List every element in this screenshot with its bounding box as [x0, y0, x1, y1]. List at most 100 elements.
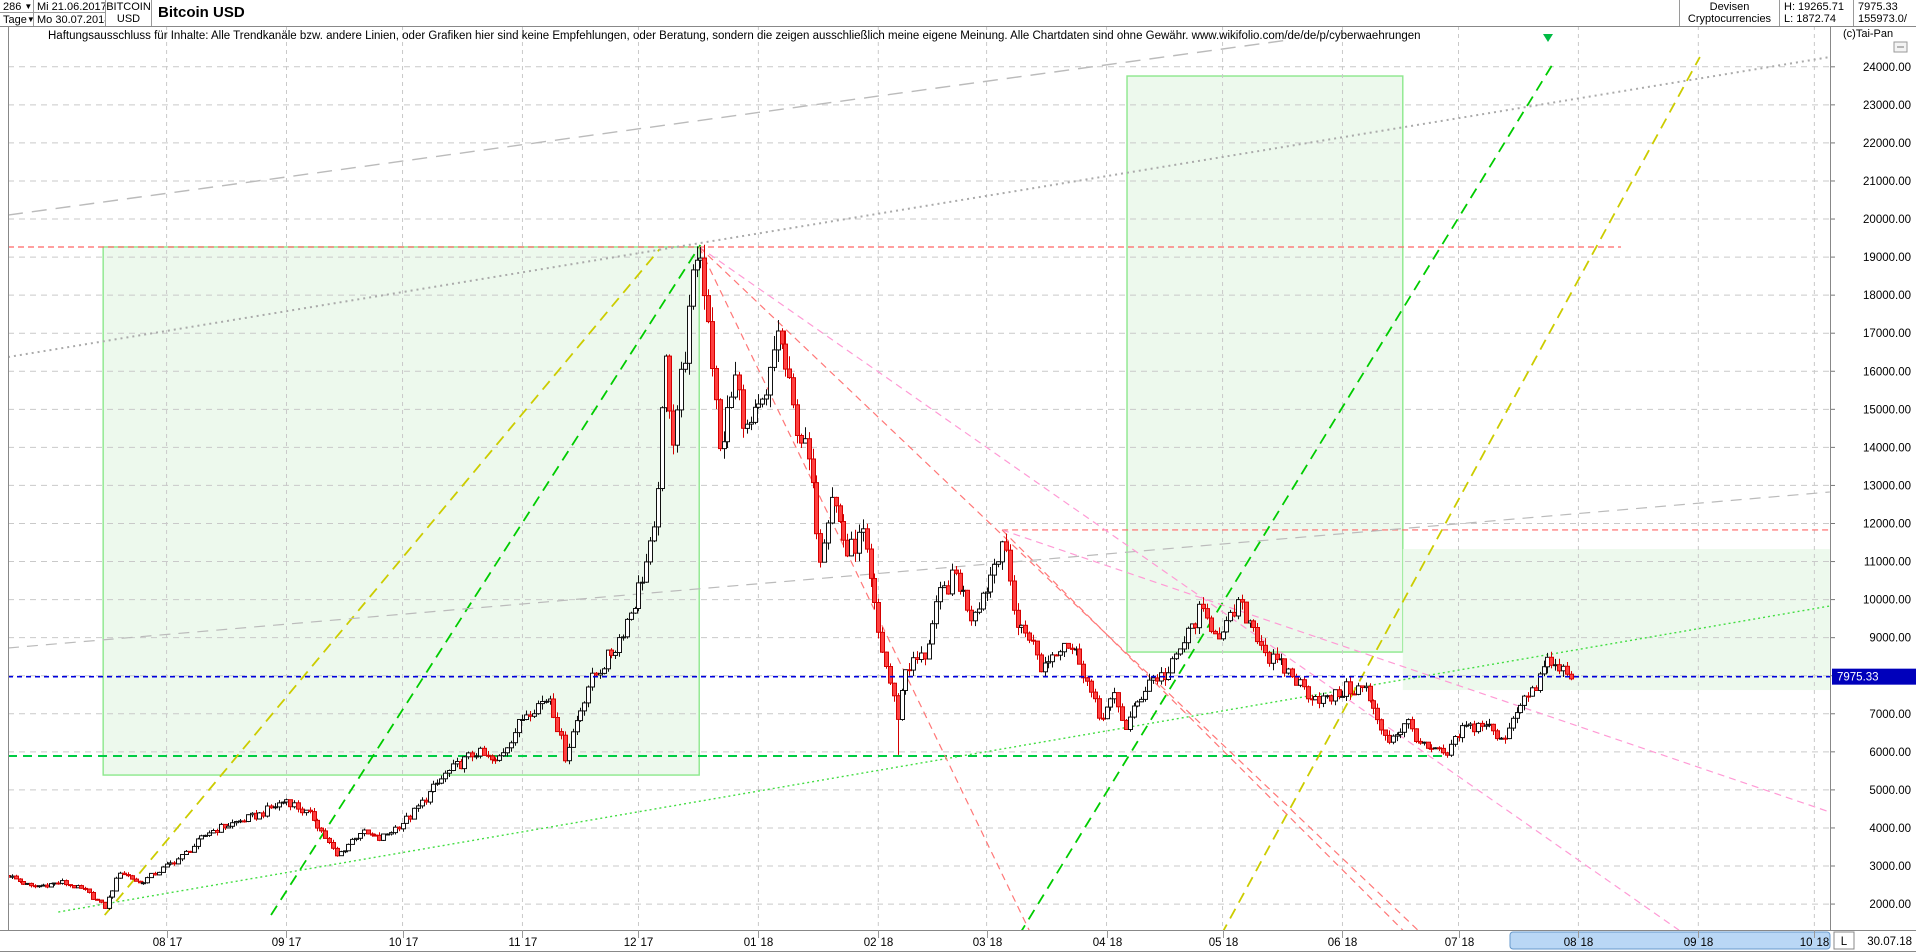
- candle: [582, 702, 587, 712]
- period-value: Tage: [3, 14, 27, 26]
- candle: [153, 872, 158, 876]
- candle: [145, 877, 150, 884]
- x-axis-label-year: 17: [406, 937, 419, 949]
- y-axis-label: 3000.00: [1869, 861, 1911, 873]
- chevron-down-icon[interactable]: ▼: [26, 15, 34, 24]
- candle: [749, 421, 754, 425]
- x-axis-label-month: 09: [1684, 937, 1697, 949]
- candle: [273, 806, 278, 809]
- candle: [424, 799, 429, 803]
- candle: [1426, 741, 1431, 749]
- candle: [1294, 676, 1299, 686]
- candle: [807, 438, 812, 460]
- trendline-gray-channel-upper: [8, 39, 1289, 216]
- candle: [370, 833, 375, 836]
- candle: [323, 830, 328, 839]
- candle: [857, 531, 862, 554]
- candle: [1046, 661, 1051, 664]
- y-axis-label: 7000.00: [1869, 709, 1911, 721]
- symbol-currency: USD: [116, 13, 141, 25]
- date-from-field[interactable]: Mi 21.06.2017: [34, 0, 106, 13]
- candle: [1255, 627, 1260, 643]
- candle: [540, 701, 545, 705]
- x-axis-label-year: 18: [881, 937, 894, 949]
- candle: [760, 398, 765, 405]
- last-bar-button[interactable]: [1833, 931, 1855, 950]
- candle: [1275, 653, 1280, 660]
- candle: [126, 874, 131, 877]
- candle: [772, 349, 777, 368]
- group-name-2: Cryptocurrencies: [1687, 13, 1772, 25]
- candle: [818, 533, 823, 563]
- y-axis-label: 6000.00: [1869, 747, 1911, 759]
- candle: [1244, 601, 1249, 624]
- candle: [930, 623, 935, 645]
- candle: [408, 815, 413, 820]
- candle: [1201, 603, 1206, 610]
- candle: [10, 875, 15, 878]
- last-price-value: 7975.33: [1858, 1, 1898, 13]
- candle: [1282, 658, 1287, 674]
- candle: [1008, 549, 1013, 582]
- last-date-label: 30.07.18: [1867, 936, 1912, 948]
- candle: [203, 834, 208, 837]
- candle: [660, 407, 665, 490]
- period-select[interactable]: Tage▼: [0, 13, 34, 26]
- candle: [768, 366, 773, 396]
- candle: [1143, 690, 1148, 700]
- candle: [1499, 737, 1504, 740]
- candle: [319, 827, 324, 832]
- candle: [1557, 664, 1562, 672]
- scrollbar-thumb[interactable]: [1509, 931, 1831, 950]
- candle: [923, 652, 928, 660]
- y-axis-label: 10000.00: [1863, 595, 1911, 607]
- candle: [490, 755, 495, 761]
- candle: [969, 609, 974, 622]
- candle: [1414, 728, 1419, 742]
- candle: [401, 822, 406, 830]
- candle: [49, 883, 54, 888]
- candle: [691, 269, 696, 307]
- candle: [695, 259, 700, 271]
- x-axis-label-month: 07: [1445, 937, 1458, 949]
- candle: [1422, 741, 1427, 744]
- candle: [1395, 734, 1400, 737]
- y-axis-label: 12000.00: [1863, 518, 1911, 530]
- candle: [958, 572, 963, 592]
- candle: [602, 668, 607, 674]
- date-to-field[interactable]: Mo 30.07.2018: [34, 13, 106, 26]
- candle: [675, 409, 680, 446]
- candle: [296, 802, 301, 810]
- symbol-cell: BITCOIN USD: [106, 0, 152, 26]
- candle: [501, 752, 506, 757]
- candle: [528, 714, 533, 717]
- candle: [1352, 693, 1357, 696]
- candle: [1364, 685, 1369, 689]
- candle: [1217, 633, 1222, 640]
- last-price-cell: 7975.33 155973.0/: [1853, 0, 1916, 26]
- candle: [1267, 652, 1272, 664]
- copyright-label: (c)Tai-Pan: [1843, 28, 1894, 40]
- candle: [973, 611, 978, 622]
- x-axis-label-year: 17: [170, 937, 183, 949]
- trendline-red-fan-from-march: [1001, 529, 1404, 930]
- candle: [1340, 695, 1345, 698]
- candle: [613, 652, 618, 656]
- candle: [934, 601, 939, 625]
- candle: [377, 834, 382, 841]
- bars-count-select[interactable]: 286 ▼: [0, 0, 34, 13]
- candle: [64, 880, 69, 886]
- candle: [1565, 665, 1570, 675]
- candle: [466, 752, 471, 758]
- chevron-down-icon[interactable]: ▼: [24, 2, 33, 11]
- candle: [1480, 722, 1485, 727]
- candle: [1542, 666, 1547, 675]
- candle: [513, 732, 518, 744]
- candle: [629, 612, 634, 620]
- candle: [1286, 668, 1291, 674]
- candle: [87, 888, 92, 893]
- candle: [1406, 719, 1411, 725]
- candle: [381, 833, 386, 841]
- candle: [1325, 695, 1330, 698]
- candle: [250, 812, 255, 816]
